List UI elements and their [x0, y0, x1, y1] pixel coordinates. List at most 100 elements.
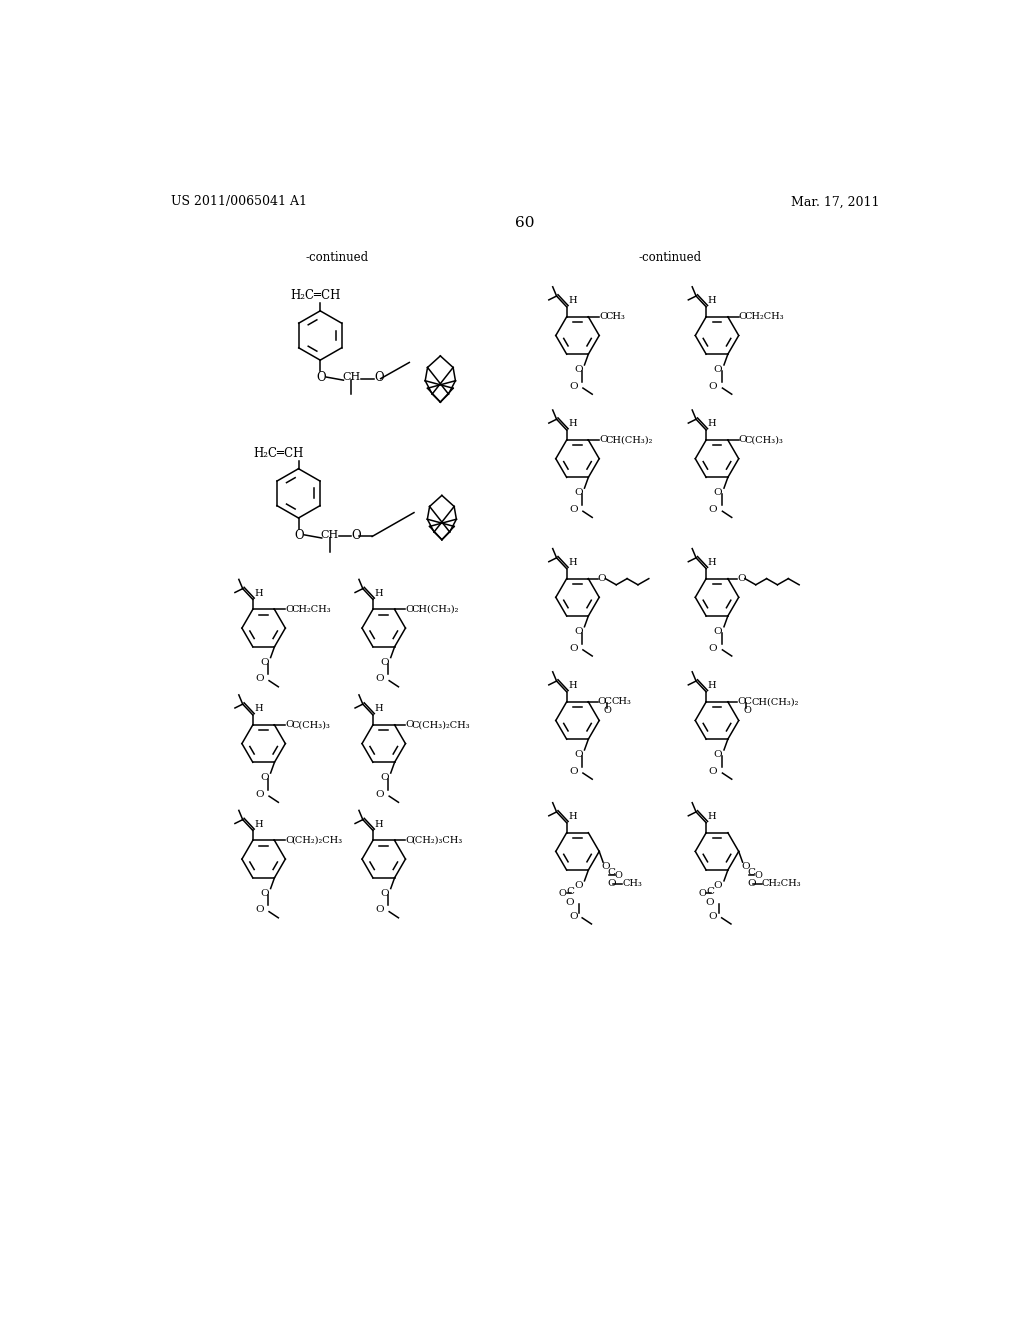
- Text: H: H: [708, 420, 717, 429]
- Text: O: O: [714, 880, 722, 890]
- Text: H: H: [708, 296, 717, 305]
- Text: O: O: [569, 381, 578, 391]
- Text: CH₂CH₃: CH₂CH₃: [292, 605, 331, 614]
- Text: H: H: [254, 705, 263, 713]
- Text: H: H: [568, 420, 577, 429]
- Text: H: H: [254, 589, 263, 598]
- Text: CH₂CH₃: CH₂CH₃: [744, 313, 784, 321]
- Text: H: H: [375, 589, 383, 598]
- Text: -continued: -continued: [639, 251, 702, 264]
- Text: O: O: [698, 890, 707, 899]
- Text: O: O: [569, 912, 578, 921]
- Text: O: O: [714, 750, 722, 759]
- Text: H: H: [375, 820, 383, 829]
- Text: O: O: [714, 488, 722, 498]
- Text: O: O: [286, 605, 294, 614]
- Text: H: H: [568, 296, 577, 305]
- Text: CH₂CH₃: CH₂CH₃: [762, 879, 802, 888]
- Text: O: O: [574, 364, 583, 374]
- Text: O: O: [286, 721, 294, 730]
- Text: H: H: [254, 820, 263, 829]
- Text: O: O: [599, 313, 608, 321]
- Text: Mar. 17, 2011: Mar. 17, 2011: [792, 195, 880, 209]
- Text: O: O: [614, 871, 623, 879]
- Text: O: O: [574, 627, 583, 636]
- Text: C: C: [743, 697, 752, 706]
- Text: CH₃: CH₃: [605, 313, 626, 321]
- Text: O: O: [714, 364, 722, 374]
- Text: O: O: [381, 657, 389, 667]
- Text: O: O: [255, 675, 263, 684]
- Text: H₂C═CH: H₂C═CH: [254, 447, 304, 461]
- Text: O: O: [709, 381, 717, 391]
- Text: C: C: [607, 869, 615, 878]
- Text: O: O: [375, 371, 384, 384]
- Text: O: O: [286, 836, 294, 845]
- Text: CH: CH: [321, 531, 339, 540]
- Text: CH(CH₃)₂: CH(CH₃)₂: [412, 605, 459, 614]
- Text: H: H: [568, 558, 577, 568]
- Text: O: O: [607, 879, 616, 888]
- Text: O: O: [260, 774, 269, 781]
- Text: O: O: [709, 506, 717, 513]
- Text: O: O: [737, 697, 745, 706]
- Text: O: O: [569, 506, 578, 513]
- Text: 60: 60: [515, 216, 535, 230]
- Text: O: O: [574, 750, 583, 759]
- Text: O: O: [569, 644, 578, 652]
- Text: (CH₂)₃CH₃: (CH₂)₃CH₃: [412, 836, 463, 845]
- Text: O: O: [601, 862, 610, 871]
- Text: O: O: [714, 627, 722, 636]
- Text: O: O: [260, 657, 269, 667]
- Text: O: O: [406, 721, 414, 730]
- Text: O: O: [755, 871, 762, 879]
- Text: O: O: [375, 906, 384, 915]
- Text: O: O: [406, 605, 414, 614]
- Text: O: O: [316, 371, 326, 384]
- Text: O: O: [381, 774, 389, 781]
- Text: O: O: [255, 789, 263, 799]
- Text: H: H: [375, 705, 383, 713]
- Text: O: O: [709, 912, 717, 921]
- Text: CH: CH: [342, 372, 360, 383]
- Text: H: H: [708, 681, 717, 690]
- Text: (CH₂)₂CH₃: (CH₂)₂CH₃: [292, 836, 343, 845]
- Text: O: O: [748, 879, 756, 888]
- Text: CH(CH₃)₂: CH(CH₃)₂: [605, 436, 652, 445]
- Text: C: C: [604, 697, 612, 706]
- Text: H: H: [568, 812, 577, 821]
- Text: C: C: [748, 869, 756, 878]
- Text: O: O: [599, 436, 608, 445]
- Text: O: O: [741, 862, 750, 871]
- Text: H₂C═CH: H₂C═CH: [291, 289, 341, 302]
- Text: C(CH₃)₃: C(CH₃)₃: [292, 721, 331, 730]
- Text: H: H: [568, 681, 577, 690]
- Text: O: O: [566, 898, 574, 907]
- Text: O: O: [351, 529, 360, 541]
- Text: US 2011/0065041 A1: US 2011/0065041 A1: [171, 195, 306, 209]
- Text: O: O: [604, 706, 611, 715]
- Text: -continued: -continued: [306, 251, 369, 264]
- Text: H: H: [708, 558, 717, 568]
- Text: H: H: [708, 812, 717, 821]
- Text: O: O: [574, 880, 583, 890]
- Text: O: O: [406, 836, 414, 845]
- Text: CH₃: CH₃: [623, 879, 642, 888]
- Text: O: O: [737, 574, 745, 583]
- Text: O: O: [260, 888, 269, 898]
- Text: O: O: [598, 697, 606, 706]
- Text: C: C: [706, 887, 714, 896]
- Text: O: O: [709, 644, 717, 652]
- Text: O: O: [574, 488, 583, 498]
- Text: O: O: [375, 675, 384, 684]
- Text: C(CH₃)₂CH₃: C(CH₃)₂CH₃: [412, 721, 470, 730]
- Text: C: C: [566, 887, 574, 896]
- Text: O: O: [743, 706, 752, 715]
- Text: C(CH₃)₃: C(CH₃)₃: [744, 436, 783, 445]
- Text: O: O: [375, 789, 384, 799]
- Text: O: O: [598, 574, 606, 583]
- Text: CH₃: CH₃: [611, 697, 632, 706]
- Text: O: O: [559, 890, 566, 899]
- Text: O: O: [706, 898, 714, 907]
- Text: O: O: [738, 313, 748, 321]
